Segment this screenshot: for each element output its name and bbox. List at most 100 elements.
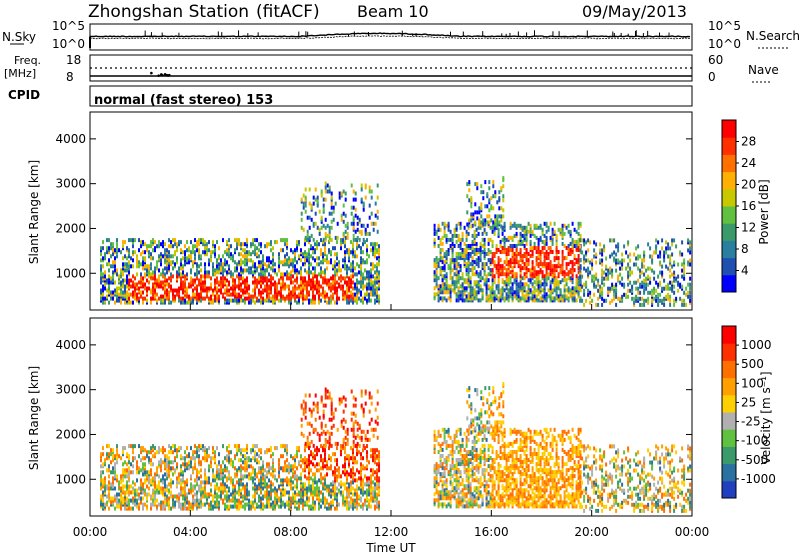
power-cell [354,229,357,234]
velocity-cell [236,498,238,503]
power-cell [619,260,622,265]
power-cell [366,286,368,291]
power-cell [547,272,550,277]
power-cell [595,276,598,281]
velocity-cell [110,486,112,491]
power-cell [615,258,618,263]
power-cell [593,282,596,287]
power-cell [318,292,320,297]
power-cell [138,286,140,291]
power-cell [202,274,204,279]
power-cell [320,238,322,243]
freq-trace [90,67,692,77]
power-cell [354,282,356,287]
power-cell [252,294,254,299]
velocity-cell [168,488,170,493]
cpid-strip-frame [89,85,693,107]
power-cell [541,274,544,279]
velocity-cell [108,464,110,469]
power-cell [136,282,138,287]
power-cell [334,288,336,293]
power-cell [110,290,112,295]
power-cell [140,252,142,257]
power-cell [639,254,642,259]
power-cell [433,223,436,228]
power-cell [144,256,146,261]
power-cell [455,239,458,244]
power-cell [457,294,460,299]
velocity-cell [246,460,248,465]
power-cell [435,229,438,234]
power-cell [539,296,542,301]
power-cell [200,298,202,303]
velocity-cell [158,460,160,465]
power-cell [120,300,122,305]
power-cell [228,288,230,293]
y-tick-label: 2000 [55,221,86,235]
power-cell [378,254,380,259]
power-cell [378,276,380,281]
power-cell [298,240,300,245]
power-cell [270,248,272,253]
velocity-cell [264,494,266,499]
power-cell [479,252,482,256]
velocity-cell [142,448,144,453]
power-cell [356,215,359,220]
power-cell [611,252,614,257]
velocity-cell [242,454,244,459]
power-cell [625,292,628,297]
power-cell [330,294,332,299]
velocity-cell [246,464,248,469]
power-cell [124,278,126,283]
power-cell [364,268,366,273]
velocity-cell [172,444,174,449]
power-cell [330,205,333,210]
power-cell [463,248,466,252]
power-cell [455,298,458,303]
power-cell [477,298,480,303]
power-cell [669,246,672,251]
power-cell [362,286,364,291]
power-cell [160,284,162,289]
power-cell [513,233,516,238]
power-cell [150,244,152,249]
colorbar-swatch [722,188,736,207]
power-cell [521,296,524,301]
power-cell [571,237,574,242]
power-cell [316,240,318,245]
power-cell [481,288,484,293]
power-cell [475,258,478,263]
velocity-cell [216,486,218,491]
power-cell [320,274,322,279]
power-cell [523,244,526,248]
power-cell [585,240,588,245]
power-cell [150,300,152,305]
velocity-cell [116,452,118,457]
velocity-cell [124,460,126,465]
power-cell [635,280,638,285]
power-cell [310,233,313,238]
velocity-cell [204,448,206,453]
power-cell [326,254,328,259]
power-cell [282,294,284,299]
velocity-cell [136,464,138,469]
velocity-cell [254,458,256,463]
power-cell [595,242,598,247]
power-cell [497,282,500,287]
power-cell [457,262,460,267]
velocity-cell [246,484,248,489]
power-cell [258,254,260,259]
power-cell [533,280,536,285]
power-cell [312,201,315,206]
power-cell [218,246,220,251]
velocity-cell [122,446,124,451]
power-cell [358,270,360,275]
power-cell [204,284,206,289]
power-cell [480,206,483,211]
velocity-cell [220,494,222,499]
colorbar-tick-label: 4 [741,264,749,278]
power-cell [126,262,128,267]
power-cell [557,294,560,299]
power-cell [332,246,334,251]
power-cell [445,272,448,277]
